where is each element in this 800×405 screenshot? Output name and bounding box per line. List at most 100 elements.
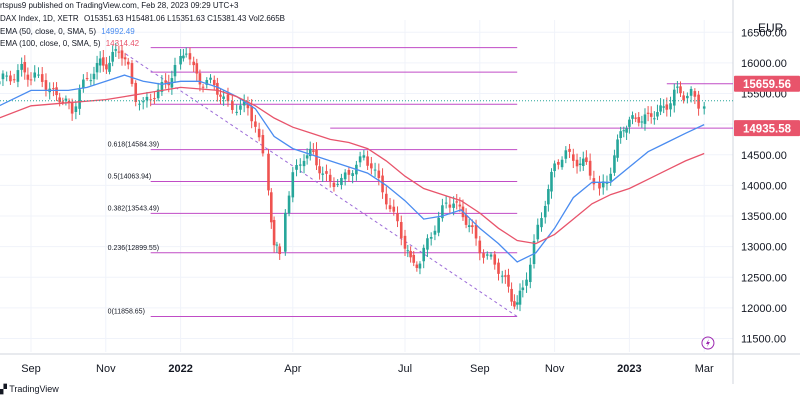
- candle-body-198: [689, 88, 693, 96]
- candle-body-57: [195, 63, 199, 74]
- candle-body-147: [515, 302, 519, 305]
- candle-body-82: [287, 195, 291, 214]
- ema100-legend[interactable]: EMA (100, close, 0, SMA, 5) 14314.42: [0, 39, 139, 48]
- candle-body-196: [682, 95, 685, 101]
- candle-body-171: [601, 181, 605, 188]
- candle-body-11: [37, 74, 40, 76]
- y-tick-label-5: 14000.00: [741, 180, 787, 192]
- fib-label-0.618: 0.618(14584.39): [108, 142, 159, 149]
- ema50-legend-label: EMA (50, close, 0, SMA, 5): [0, 27, 97, 36]
- candle-body-71: [246, 103, 250, 109]
- candle-body-161: [564, 150, 568, 159]
- candle-body-159: [557, 161, 560, 165]
- ema100-legend-value: 14314.42: [105, 39, 140, 48]
- candle-body-6: [20, 63, 23, 70]
- candle-body-173: [609, 173, 612, 181]
- candle-body-103: [362, 155, 366, 158]
- candle-body-110: [388, 205, 392, 210]
- level-badge-label-1: 14935.58: [743, 124, 792, 136]
- candle-body-7: [23, 61, 27, 73]
- currency-label: EUR: [758, 21, 784, 35]
- candle-body-4: [12, 79, 16, 81]
- candle-body-44: [149, 99, 152, 101]
- candle-body-102: [358, 156, 362, 163]
- candle-body-189: [659, 105, 662, 112]
- candle-body-28: [95, 63, 99, 73]
- y-tick-label-2: 12500.00: [741, 272, 787, 284]
- candle-body-151: [528, 264, 532, 283]
- candle-body-36: [120, 50, 124, 59]
- candle-body-139: [489, 254, 493, 257]
- candle-body-87: [305, 155, 309, 159]
- candle-body-17: [58, 97, 61, 103]
- candle-body-54: [184, 53, 188, 55]
- candle-body-94: [328, 174, 332, 182]
- candle-body-105: [370, 163, 373, 169]
- x-tick-label-5: Sep: [470, 363, 490, 375]
- candle-body-24: [82, 79, 85, 89]
- candle-body-195: [679, 86, 682, 94]
- candle-body-27: [92, 73, 96, 80]
- y-tick-label-10: 16500.00: [741, 27, 787, 39]
- candle-body-45: [153, 98, 156, 100]
- y-tick-label-4: 13500.00: [741, 211, 787, 223]
- x-tick-label-7: 2023: [617, 363, 641, 375]
- candle-body-23: [78, 89, 81, 109]
- candle-body-137: [482, 253, 485, 258]
- candle-body-53: [182, 55, 185, 59]
- ema100-line: [0, 86, 705, 245]
- candle-body-99: [347, 170, 351, 175]
- candle-body-9: [29, 79, 33, 81]
- candle-body-201: [702, 106, 706, 109]
- candle-body-67: [231, 101, 234, 110]
- candle-body-124: [437, 217, 440, 233]
- candle-body-112: [396, 213, 399, 222]
- x-tick-label-3: Apr: [284, 363, 301, 375]
- candle-body-104: [366, 156, 369, 166]
- candle-body-174: [613, 155, 616, 173]
- candle-body-25: [85, 78, 89, 80]
- candle-body-43: [145, 96, 149, 101]
- candle-body-136: [478, 240, 482, 254]
- candle-body-76: [267, 153, 270, 191]
- candle-body-111: [392, 206, 396, 212]
- candle-body-176: [619, 131, 622, 138]
- candle-body-93: [325, 171, 328, 174]
- candle-body-74: [257, 128, 261, 138]
- candle-body-19: [64, 98, 68, 101]
- fib-label-0: 0(11858.65): [108, 309, 145, 316]
- candle-body-34: [114, 49, 118, 51]
- candle-body-10: [33, 72, 37, 78]
- candle-body-185: [646, 112, 650, 114]
- candle-body-92: [321, 173, 325, 175]
- candle-body-77: [269, 192, 273, 223]
- candle-body-73: [254, 121, 257, 127]
- candle-body-63: [216, 82, 219, 95]
- candle-body-130: [458, 204, 462, 207]
- candle-body-13: [44, 80, 48, 90]
- symbol-text: DAX Index, 1D, XETR: [0, 14, 79, 23]
- candle-body-26: [89, 80, 93, 82]
- tradingview-logo-icon: ▞: [0, 384, 7, 394]
- candle-body-58: [198, 73, 202, 85]
- x-tick-label-1: Nov: [96, 363, 116, 375]
- fib-label-0.382: 0.382(13543.49): [108, 205, 159, 212]
- candle-body-90: [315, 149, 318, 166]
- candle-body-184: [643, 114, 647, 124]
- candle-body-134: [471, 225, 474, 228]
- candle-body-117: [412, 254, 416, 263]
- candle-body-197: [686, 95, 689, 99]
- tradingview-brand: TradingView: [9, 384, 59, 394]
- candle-body-115: [406, 250, 410, 252]
- tradingview-logo[interactable]: ▞ TradingView: [0, 384, 59, 395]
- candle-body-152: [532, 240, 536, 265]
- candle-body-100: [351, 173, 354, 177]
- candle-body-125: [441, 205, 444, 219]
- ema50-legend[interactable]: EMA (50, close, 0, SMA, 5) 14992.49: [0, 27, 135, 36]
- ohlc-text: O15351.63 H15481.06 L15351.63 C15381.43 …: [83, 14, 285, 23]
- candle-body-140: [493, 254, 497, 265]
- candle-body-3: [9, 75, 12, 82]
- candle-body-170: [598, 182, 601, 189]
